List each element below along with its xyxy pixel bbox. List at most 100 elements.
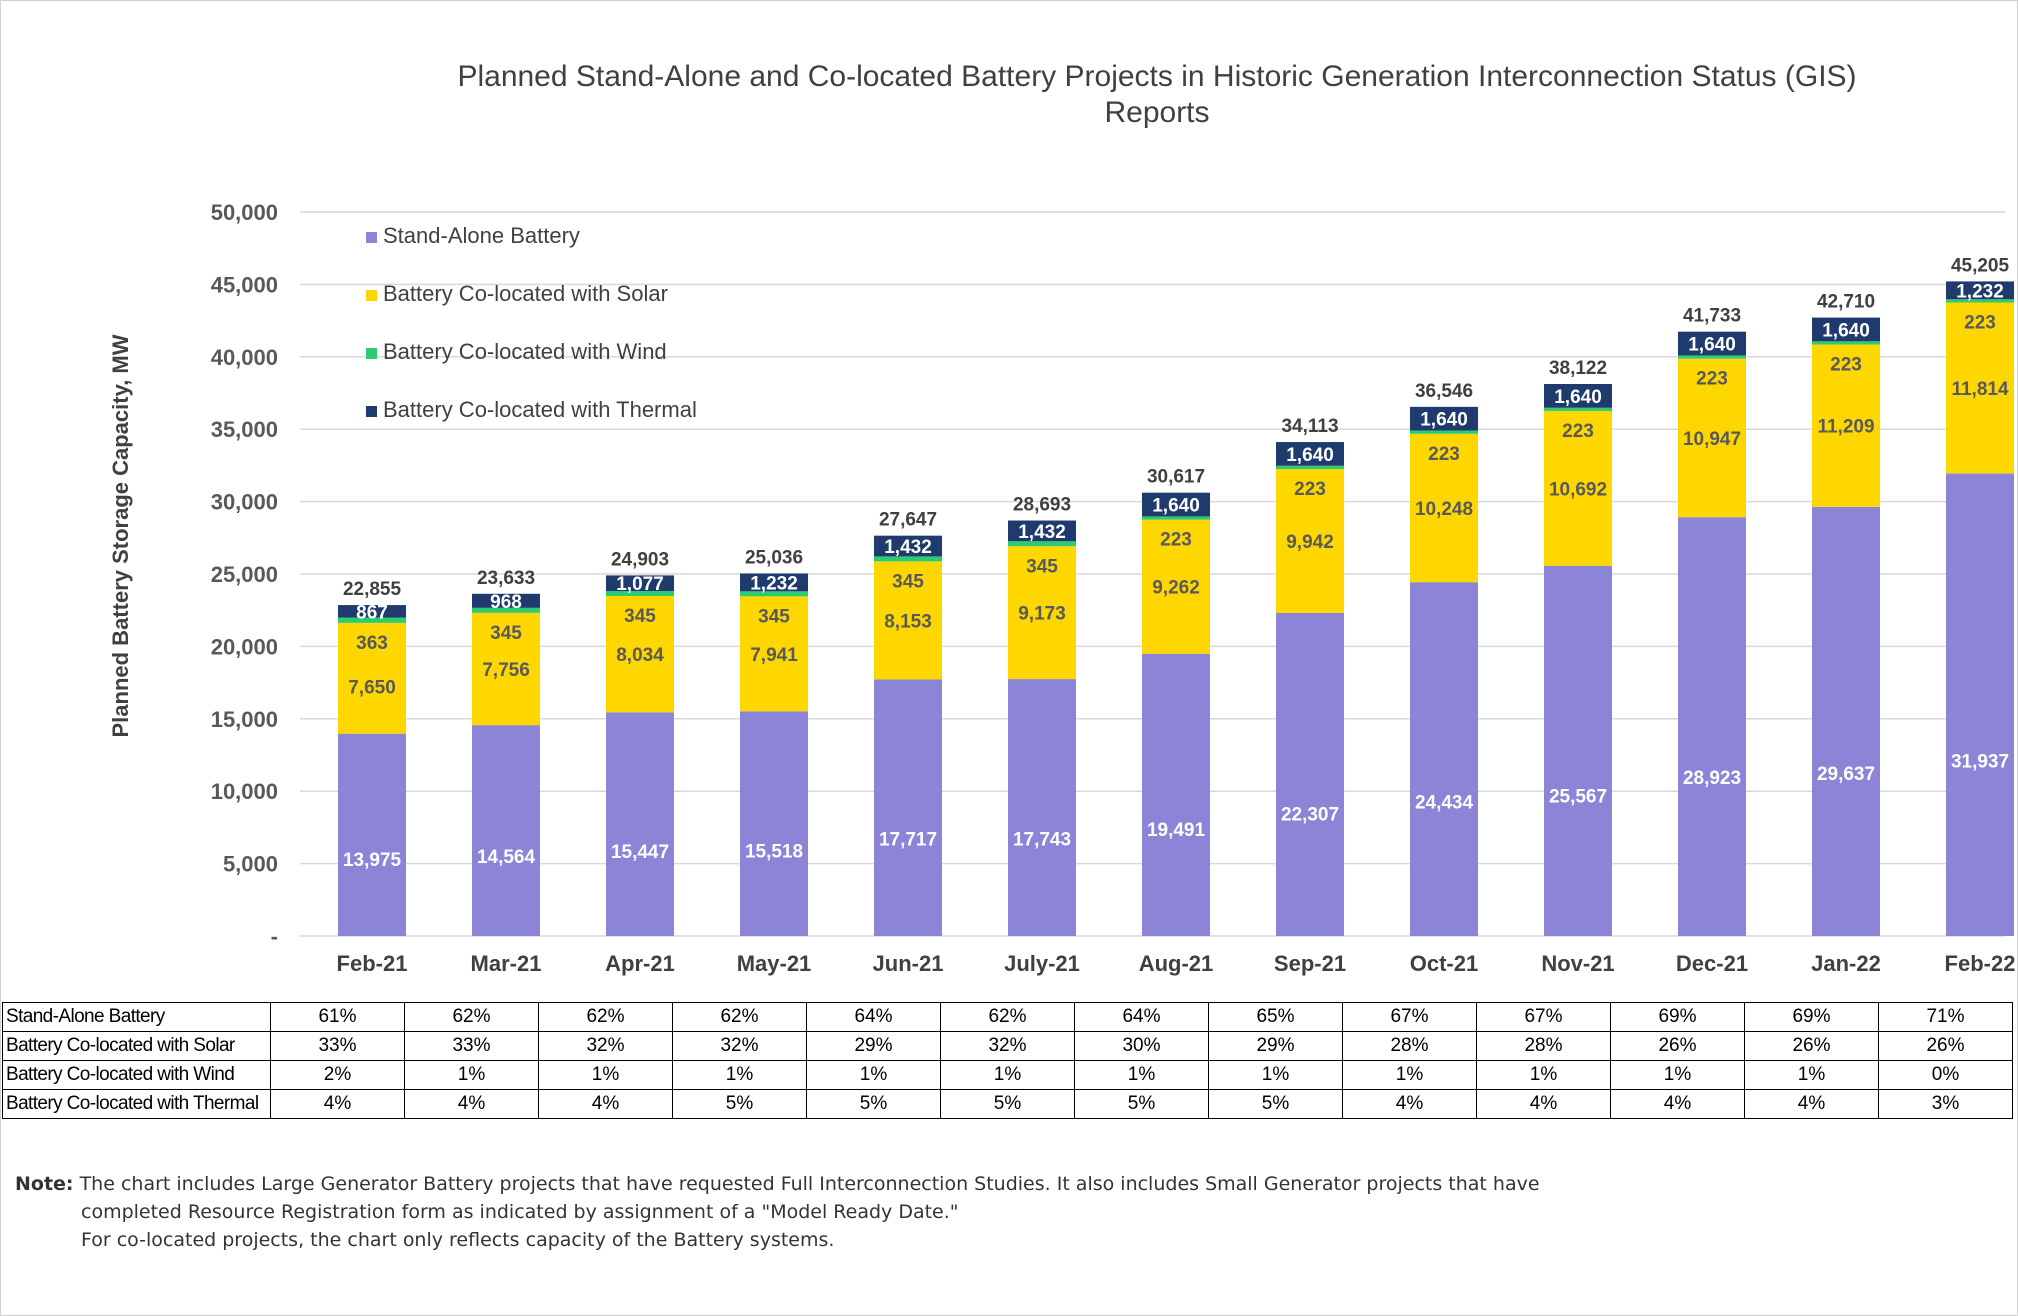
x-tick-label: Feb-21: [337, 951, 408, 976]
y-tick-label: 45,000: [211, 272, 278, 297]
segment-label-wind: 223: [1964, 312, 1996, 333]
total-label: 38,122: [1549, 358, 1607, 379]
table-cell: 5%: [672, 1089, 807, 1119]
table-row: Battery Co-located with Thermal 4% 4% 4% 5% 5…: [2, 1089, 2013, 1119]
segment-label-thermal: 1,640: [1554, 387, 1602, 408]
y-tick-label: 5,000: [223, 852, 278, 877]
total-label: 28,693: [1013, 495, 1071, 516]
bar-segment: [874, 535, 942, 557]
table-cell: 62%: [404, 1002, 539, 1032]
table-cell: 65%: [1208, 1002, 1343, 1032]
segment-label-solar: 8,034: [616, 645, 664, 666]
total-label: 25,036: [745, 547, 803, 568]
x-tick-label: Feb-22: [1945, 951, 2016, 976]
x-tick-label: Dec-21: [1676, 951, 1748, 976]
table-cell: 1%: [1208, 1060, 1343, 1090]
bar-segment: [1008, 520, 1076, 542]
bar-segment: [1544, 407, 1612, 411]
segment-label-wind: 223: [1428, 444, 1460, 465]
total-label: 41,733: [1683, 306, 1741, 327]
table-cell: 1%: [1342, 1060, 1477, 1090]
segment-label-thermal: 1,232: [750, 573, 798, 594]
table-row: Stand-Alone Battery 61% 62% 62% 62% 64% 62% 64%…: [2, 1002, 2013, 1032]
bar-segment: [874, 679, 942, 936]
table-cell: 4%: [1610, 1089, 1745, 1119]
table-cell: 3%: [1878, 1089, 2013, 1119]
bar-segment: [472, 612, 540, 726]
bar-segment: [1544, 383, 1612, 408]
note-line-3: For co-located projects, the chart only …: [81, 1229, 835, 1251]
segment-label-standalone: 28,923: [1683, 768, 1741, 789]
segment-label-thermal: 1,432: [1018, 522, 1066, 543]
bar-segment: [1276, 465, 1344, 470]
bar-segment: [1812, 317, 1880, 342]
segment-label-standalone: 24,434: [1415, 793, 1474, 814]
bar-segment: [1276, 612, 1344, 936]
table-cell: 1%: [1074, 1060, 1209, 1090]
table-cell: 29%: [1208, 1031, 1343, 1061]
y-tick-label: 30,000: [211, 490, 278, 515]
table-cell: 5%: [940, 1089, 1075, 1119]
table-cell: 5%: [806, 1089, 941, 1119]
y-tick-label: 40,000: [211, 345, 278, 370]
bar-segment: [1678, 358, 1746, 518]
segment-label-thermal: 1,640: [1420, 410, 1468, 431]
table-cell: 1%: [940, 1060, 1075, 1090]
total-label: 27,647: [879, 510, 937, 531]
segment-label-solar: 8,153: [884, 611, 932, 632]
segment-label-solar: 11,209: [1817, 417, 1874, 438]
table-cell: 4%: [1342, 1089, 1477, 1119]
table-cell: 69%: [1744, 1002, 1879, 1032]
y-tick-label: -: [271, 924, 278, 949]
x-tick-label: Jun-21: [873, 951, 944, 976]
segment-label-standalone: 25,567: [1549, 786, 1607, 807]
bar-segment: [1946, 302, 2014, 474]
bar-segment: [1410, 433, 1478, 583]
x-tick-label: July-21: [1004, 951, 1080, 976]
legend-entry: Battery Co-located with Wind: [383, 339, 667, 364]
bar-segment: [874, 561, 942, 680]
segment-label-thermal: 1,077: [616, 574, 664, 595]
total-label: 45,205: [1951, 255, 2010, 276]
table-cell: 32%: [538, 1031, 673, 1061]
bar-segment: [1678, 331, 1746, 356]
legend-entry: Stand-Alone Battery: [383, 223, 580, 248]
table-cell: 1%: [1476, 1060, 1611, 1090]
y-axis-label: Planned Battery Storage Capacity, MW: [108, 334, 133, 737]
bar-segment: [740, 573, 808, 592]
segment-label-standalone: 13,975: [343, 850, 402, 871]
bar-segment: [1946, 281, 2014, 300]
segment-label-solar: 9,262: [1152, 578, 1200, 599]
bar-segment: [1812, 344, 1880, 507]
table-cell: 26%: [1610, 1031, 1745, 1061]
table-cell: 62%: [672, 1002, 807, 1032]
table-cell: 5%: [1208, 1089, 1343, 1119]
table-cell: 29%: [806, 1031, 941, 1061]
bar-segment: [740, 591, 808, 597]
table-cell: 4%: [270, 1089, 405, 1119]
table-cell: 67%: [1342, 1002, 1477, 1032]
segment-label-thermal: 1,640: [1152, 496, 1200, 517]
segment-label-standalone: 31,937: [1951, 751, 2009, 772]
segment-label-wind: 363: [356, 633, 388, 654]
bar-segment: [1410, 406, 1478, 431]
x-tick-label: Sep-21: [1274, 951, 1346, 976]
bar-segment: [874, 556, 942, 562]
segment-label-thermal: 1,232: [1956, 281, 2004, 302]
bar-segment: [1946, 299, 2014, 303]
table-cell: 26%: [1878, 1031, 2013, 1061]
table-cell: 1%: [672, 1060, 807, 1090]
bar-segment: [1008, 546, 1076, 680]
segment-label-solar: 9,942: [1286, 532, 1334, 553]
segment-label-wind: 223: [1294, 479, 1326, 500]
total-label: 22,855: [343, 579, 402, 600]
bar-segment: [1276, 442, 1344, 466]
segment-label-wind: 345: [490, 623, 522, 644]
segment-label-solar: 7,941: [750, 645, 798, 666]
bar-segment: [338, 605, 406, 618]
bar-segment: [1946, 473, 2014, 936]
y-tick-label: 15,000: [211, 707, 278, 732]
total-label: 24,903: [611, 549, 669, 570]
bar-segment: [472, 593, 540, 608]
bar-segment: [1544, 565, 1612, 936]
